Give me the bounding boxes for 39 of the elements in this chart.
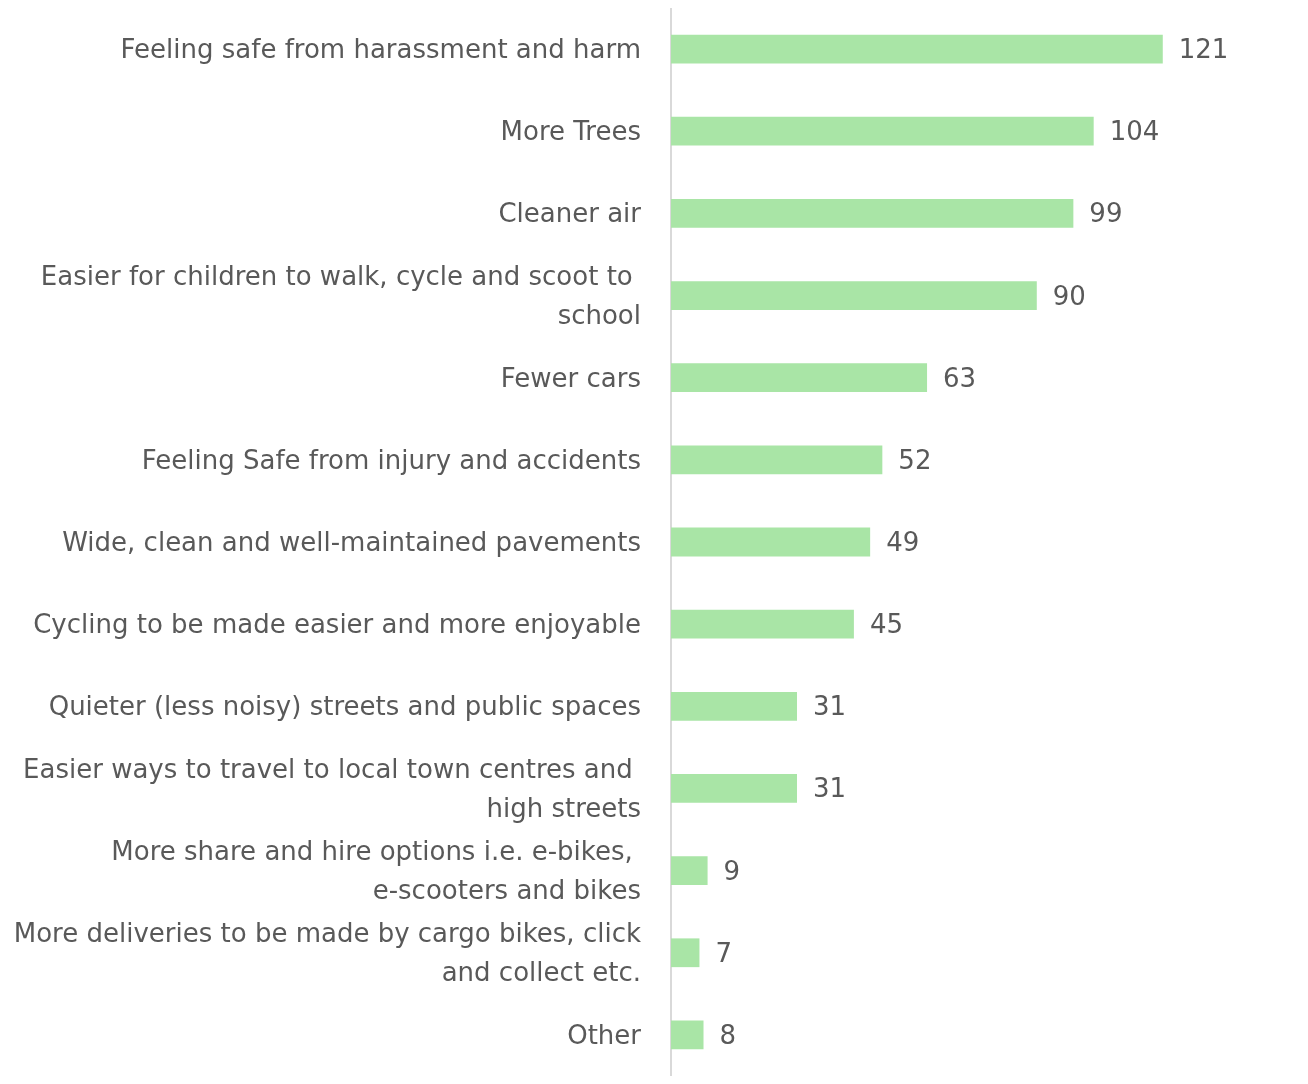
data-label: 63	[943, 362, 977, 393]
y-tick-label: More deliveries to be made by cargo bikes, click and collect etc.	[13, 918, 641, 988]
bar	[671, 856, 708, 885]
bar	[671, 363, 928, 393]
y-tick-label: More Trees	[500, 116, 641, 147]
data-label: 31	[812, 691, 847, 722]
y-tick-label: Wide, clean and well-maintained pavements	[62, 527, 641, 557]
y-tick-label: Feeling Safe from injury and accidents	[141, 444, 641, 475]
bar	[671, 34, 1163, 64]
bar	[671, 774, 797, 803]
bar	[671, 527, 871, 557]
data-label: 104	[1109, 116, 1160, 147]
bar	[671, 1020, 704, 1050]
y-tick-label: Feeling safe from harassment and harm	[120, 34, 641, 65]
y-tick-label: Easier ways to travel to local town centres and high streets	[23, 753, 641, 823]
y-tick-label: Cleaner air	[498, 198, 642, 229]
data-label: 8	[719, 1019, 737, 1050]
bar	[671, 116, 1094, 146]
data-label: 9	[723, 855, 741, 886]
y-tick-label: More share and hire options i.e. e-bikes, e-scooters and bikes	[111, 836, 641, 906]
data-label: 52	[898, 444, 932, 475]
y-tick-label: Fewer cars	[500, 362, 641, 393]
y-tick-label: Other	[567, 1019, 642, 1050]
bar	[671, 199, 1074, 228]
bar	[671, 281, 1037, 310]
bar	[671, 938, 700, 968]
y-tick-label: Cycling to be made easier and more enjoyable	[33, 609, 641, 640]
bar	[671, 691, 797, 721]
bar	[671, 445, 883, 475]
data-label: 31	[812, 773, 847, 804]
data-label: 45	[869, 609, 903, 640]
bar	[671, 609, 854, 639]
y-tick-label: Easier for children to walk, cycle and scoot to school	[40, 261, 641, 331]
y-tick-label: Quieter (less noisy) streets and public spaces	[48, 691, 641, 722]
data-label: 49	[886, 527, 920, 557]
data-label: 121	[1178, 34, 1229, 65]
data-label: 90	[1052, 280, 1086, 311]
data-label: 99	[1089, 198, 1123, 229]
data-label: 7	[715, 937, 732, 968]
